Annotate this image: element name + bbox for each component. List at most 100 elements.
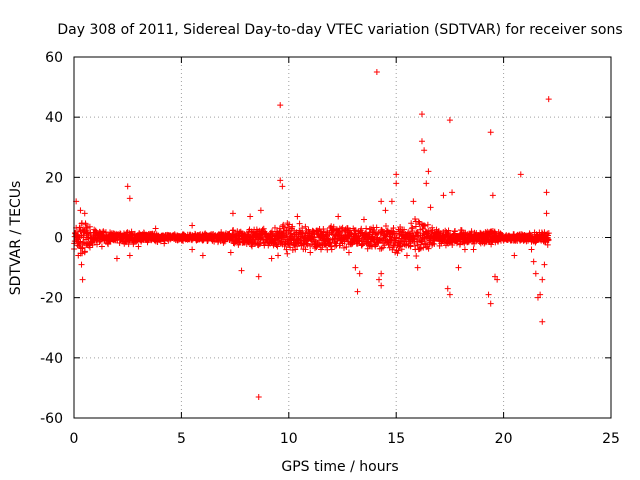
data-point	[294, 213, 301, 220]
data-point	[412, 216, 419, 223]
data-point	[461, 246, 468, 253]
data-point	[299, 225, 306, 232]
data-point	[487, 300, 494, 307]
data-point	[77, 238, 84, 245]
data-point	[532, 270, 539, 277]
x-tick-label: 25	[602, 431, 620, 447]
data-point	[544, 241, 551, 248]
data-point	[313, 244, 320, 251]
data-point	[343, 243, 350, 250]
data-point	[398, 246, 405, 253]
data-point	[545, 230, 552, 237]
data-point	[435, 229, 442, 236]
data-point	[116, 240, 123, 247]
data-point	[425, 245, 432, 252]
data-point	[345, 249, 352, 256]
data-point	[113, 255, 120, 262]
y-tick-label: 20	[45, 170, 63, 186]
data-point	[541, 261, 548, 268]
data-point	[199, 252, 206, 259]
data-point	[382, 207, 389, 214]
data-point	[378, 270, 385, 277]
data-point	[152, 225, 159, 232]
data-point	[401, 226, 408, 233]
data-points	[71, 69, 552, 400]
data-point	[255, 273, 262, 280]
data-point	[302, 246, 309, 253]
data-point	[438, 240, 445, 247]
data-point	[76, 224, 83, 231]
data-point	[376, 276, 383, 283]
data-point	[534, 294, 541, 301]
data-point	[378, 245, 385, 252]
x-tick-label: 15	[387, 431, 405, 447]
data-point	[517, 171, 524, 178]
data-point	[135, 243, 142, 250]
data-point	[481, 240, 488, 247]
data-point	[294, 243, 301, 250]
data-point	[545, 237, 552, 244]
data-point	[79, 244, 86, 251]
data-point	[378, 282, 385, 289]
data-point	[410, 198, 417, 205]
data-point	[446, 291, 453, 298]
data-point	[335, 213, 342, 220]
y-tick-label: 40	[45, 110, 63, 126]
y-axis-label: SDTVAR / TECUs	[8, 181, 24, 296]
data-point	[418, 111, 425, 118]
data-point	[292, 246, 299, 253]
data-point	[124, 183, 131, 190]
data-point	[257, 207, 264, 214]
data-point	[302, 223, 309, 230]
data-point	[537, 291, 544, 298]
data-point	[388, 198, 395, 205]
data-point	[81, 248, 88, 255]
data-point	[98, 243, 105, 250]
data-point	[189, 246, 196, 253]
data-point	[268, 255, 275, 262]
data-point	[425, 168, 432, 175]
data-point	[449, 189, 456, 196]
data-point	[407, 242, 414, 249]
data-point	[279, 183, 286, 190]
data-point	[382, 222, 389, 229]
data-point	[313, 243, 320, 250]
data-point	[409, 224, 416, 231]
data-point	[354, 288, 361, 295]
x-tick-label: 5	[177, 431, 186, 447]
data-point	[393, 234, 400, 241]
data-point	[79, 276, 86, 283]
data-point	[419, 225, 426, 232]
data-point	[296, 220, 303, 227]
x-tick-label: 0	[70, 431, 79, 447]
data-point	[416, 245, 423, 252]
data-point	[304, 241, 311, 248]
data-point	[280, 221, 287, 228]
data-point	[247, 213, 254, 220]
data-point	[373, 224, 380, 231]
y-tick-labels: 60 40 20 0 -20 -40 -60	[40, 50, 63, 427]
data-point	[86, 223, 93, 230]
data-point	[422, 240, 429, 247]
data-point	[530, 258, 537, 265]
data-point	[161, 240, 168, 247]
data-point	[488, 241, 495, 248]
data-point	[307, 249, 314, 256]
data-point	[455, 264, 462, 271]
data-point	[489, 192, 496, 199]
data-point	[339, 240, 346, 247]
data-point	[364, 245, 371, 252]
data-point	[545, 96, 552, 103]
y-tick-label: -60	[40, 411, 63, 427]
data-point	[260, 225, 267, 232]
data-point	[528, 246, 535, 253]
data-point	[274, 243, 281, 250]
data-point	[350, 225, 357, 232]
x-tick-label: 10	[280, 431, 298, 447]
data-point	[539, 318, 546, 325]
data-point	[427, 204, 434, 211]
data-point	[415, 218, 422, 225]
data-point	[284, 250, 291, 257]
data-point	[373, 69, 380, 76]
